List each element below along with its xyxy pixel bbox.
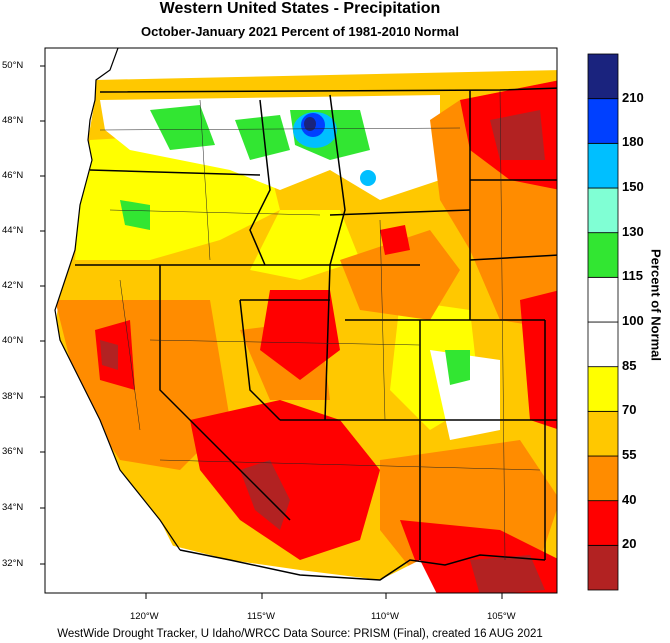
precipitation-field bbox=[45, 48, 557, 593]
legend-label-8: 150 bbox=[622, 179, 644, 194]
lat-label-38: 38°N bbox=[2, 391, 24, 402]
legend-label-4: 85 bbox=[622, 357, 637, 373]
legend-label-6: 115 bbox=[622, 268, 643, 284]
legend-swatch-7 bbox=[587, 232, 619, 278]
legend-label-7: 130 bbox=[622, 223, 644, 239]
boundaries bbox=[54, 48, 557, 581]
legend-swatch-10 bbox=[587, 98, 619, 144]
legend-swatch-0 bbox=[587, 544, 619, 591]
lon-label-115: 115°W bbox=[247, 611, 275, 622]
map-subtitle: October-January 2021 Percent of 1981-201… bbox=[141, 24, 459, 39]
lat-label-42: 42°N bbox=[2, 280, 24, 291]
legend-swatch-2 bbox=[587, 455, 619, 502]
legend-swatch-9 bbox=[587, 142, 619, 189]
lat-label-46: 46°N bbox=[2, 170, 24, 181]
lat-label-36: 36°N bbox=[2, 446, 24, 457]
footer-credit: WestWide Drought Tracker, U Idaho/WRCC D… bbox=[57, 628, 543, 640]
legend-swatch-1 bbox=[587, 500, 619, 546]
lat-ticks bbox=[40, 65, 45, 565]
lon-label-105: 105°W bbox=[487, 611, 516, 622]
legend-swatch-11 bbox=[587, 53, 619, 100]
lon-label-110: 110°W bbox=[371, 611, 399, 622]
lon-ticks bbox=[145, 593, 503, 599]
legend-colorbar bbox=[587, 53, 619, 591]
lat-label-50: 50°N bbox=[2, 60, 24, 71]
lat-label-32: 32°N bbox=[2, 558, 24, 569]
legend-label-1: 40 bbox=[622, 491, 637, 507]
legend-swatch-6 bbox=[587, 276, 619, 323]
legend-title: Percent of Normal bbox=[648, 249, 664, 361]
legend-label-10: 210 bbox=[622, 89, 644, 105]
legend-label-9: 180 bbox=[622, 134, 644, 150]
legend-swatch-8 bbox=[587, 187, 619, 234]
legend-swatch-3 bbox=[587, 410, 619, 457]
legend-label-2: 55 bbox=[622, 447, 637, 462]
lon-label-120: 120°W bbox=[130, 611, 159, 622]
legend-swatch-5 bbox=[587, 321, 619, 368]
legend-label-5: 100 bbox=[622, 313, 644, 328]
legend-swatch-4 bbox=[587, 366, 619, 412]
map-frame bbox=[44, 47, 558, 594]
map-title: Western United States - Precipitation bbox=[159, 0, 441, 17]
lat-label-44: 44°N bbox=[2, 225, 24, 236]
lat-label-40: 40°N bbox=[2, 335, 24, 346]
lat-label-48: 48°N bbox=[2, 115, 24, 126]
legend-label-0: 20 bbox=[622, 536, 637, 552]
legend-label-3: 70 bbox=[622, 402, 637, 418]
lat-label-34: 34°N bbox=[2, 502, 24, 513]
